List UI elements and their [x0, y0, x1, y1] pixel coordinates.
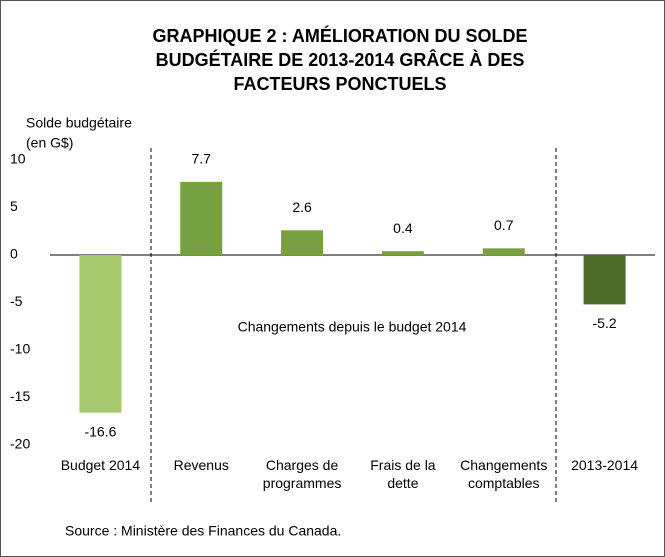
x-tick-label: 2013-2014 — [571, 457, 638, 473]
annotation: Changements depuis le budget 2014 — [238, 319, 467, 335]
x-tick-label: Revenus — [174, 457, 229, 473]
value-label: -5.2 — [593, 315, 617, 331]
x-tick-label: Budget 2014 — [61, 457, 141, 473]
y-axis-label: (en G$) — [26, 135, 73, 151]
bar — [583, 255, 626, 305]
y-tick-label: -10 — [10, 341, 30, 357]
y-tick-label: 0 — [10, 246, 18, 262]
source: Source : Ministère des Finances du Canad… — [65, 523, 341, 539]
x-tick-label: Changements comptables — [460, 457, 547, 491]
x-tick-label: Charges de programmes — [263, 457, 342, 491]
chart-title: FACTEURS PONCTUELS — [233, 74, 446, 94]
bar — [381, 251, 424, 255]
y-tick-label: -15 — [10, 388, 30, 404]
chart-title: GRAPHIQUE 2 : AMÉLIORATION DU SOLDE — [152, 25, 527, 46]
value-label: 2.6 — [292, 199, 312, 215]
bar — [482, 248, 525, 255]
y-tick-label: -20 — [10, 436, 30, 452]
value-label: 0.4 — [393, 220, 413, 236]
y-tick-label: 10 — [10, 151, 26, 167]
y-tick-label: 5 — [10, 198, 18, 214]
y-tick-label: -5 — [10, 293, 23, 309]
y-axis-label: Solde budgétaire — [26, 115, 132, 131]
x-tick-label: Frais de la dette — [370, 457, 436, 491]
bar — [79, 255, 122, 413]
bar — [180, 181, 223, 255]
value-label: 7.7 — [192, 151, 212, 167]
chart-title: BUDGÉTAIRE DE 2013-2014 GRÂCE À DES — [156, 49, 525, 70]
value-label: 0.7 — [494, 217, 514, 233]
bar — [281, 230, 324, 255]
value-label: -16.6 — [84, 423, 116, 439]
